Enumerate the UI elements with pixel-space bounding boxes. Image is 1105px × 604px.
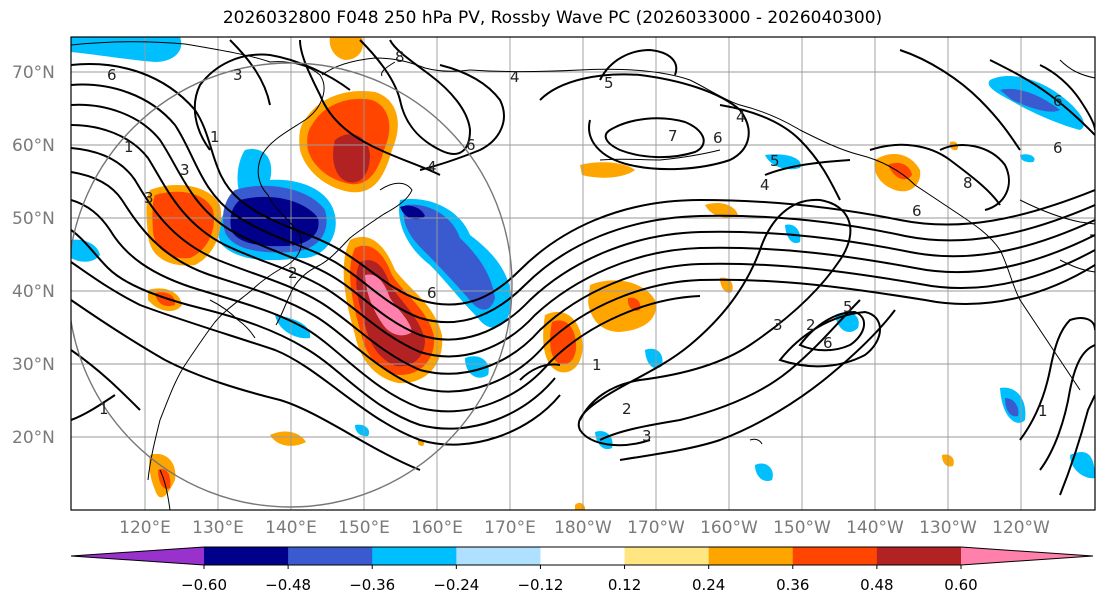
lon-label: 150°W <box>773 518 831 538</box>
contour-label: 3 <box>233 66 243 84</box>
colorbar-tick-label: −0.60 <box>181 576 227 594</box>
colorbar-segment <box>792 547 878 565</box>
contour-label: 1 <box>592 356 602 374</box>
lon-label: 120°W <box>992 518 1050 538</box>
lon-label: 140°W <box>846 518 904 538</box>
contour-label: 3 <box>144 189 154 207</box>
lon-label: 150°E <box>338 518 390 538</box>
latitude-axis: 70°N 60°N 50°N 40°N 30°N 20°N <box>12 63 55 448</box>
colorbar-tick-label: −0.12 <box>517 576 563 594</box>
pv-contours <box>71 39 1095 496</box>
longitude-axis: 120°E 130°E 140°E 150°E 160°E 170°E 180°… <box>119 518 1050 538</box>
colorbar-segment <box>456 547 541 565</box>
contour-label: 1 <box>99 400 109 418</box>
contour-label: 4 <box>736 108 746 126</box>
contour-label: 6 <box>107 66 117 84</box>
focus-circle <box>71 62 513 508</box>
contour-label: 5 <box>843 298 853 316</box>
contour-label: 6 <box>823 334 833 352</box>
contour-label: 2 <box>806 316 816 334</box>
contour-label: 6 <box>713 129 723 147</box>
colorbar-ticks: −0.60 −0.48 −0.36 −0.24 −0.12 0.12 0.24 … <box>181 576 978 594</box>
lat-label: 50°N <box>12 209 55 229</box>
colorbar-segment <box>540 547 626 565</box>
contour-label: 2 <box>288 264 298 282</box>
colorbar <box>70 546 1094 569</box>
contour-labels: 6 3 1 1 3 3 8 4 5 7 6 4 5 4 6 8 6 4 6 6 … <box>99 48 1063 445</box>
negative-anomaly-shading <box>71 37 1095 482</box>
coastlines <box>71 41 1095 510</box>
contour-label: 3 <box>773 316 783 334</box>
colorbar-tick-label: −0.24 <box>433 576 479 594</box>
contour-label: 3 <box>180 161 190 179</box>
lon-label: 120°E <box>119 518 171 538</box>
colorbar-tick-label: −0.48 <box>265 576 311 594</box>
colorbar-tick-label: 0.60 <box>944 576 977 594</box>
contour-label: 3 <box>642 427 652 445</box>
contour-label: 4 <box>760 176 770 194</box>
contour-label: 6 <box>912 202 922 220</box>
contour-label: 8 <box>963 174 973 192</box>
contour-label: 6 <box>466 136 476 154</box>
map-title: 2026032800 F048 250 hPa PV, Rossby Wave … <box>222 8 883 28</box>
contour-label: 5 <box>604 74 614 92</box>
colorbar-segment <box>961 547 1093 565</box>
colorbar-segment <box>876 547 962 565</box>
lat-label: 60°N <box>12 136 55 156</box>
colorbar-segment <box>372 547 457 565</box>
lat-label: 20°N <box>12 428 55 448</box>
contour-label: 4 <box>510 68 520 86</box>
contour-label: 6 <box>1053 139 1063 157</box>
positive-anomaly-shading <box>146 37 959 510</box>
lon-label: 160°W <box>700 518 758 538</box>
lon-label: 130°W <box>919 518 977 538</box>
contour-label: 6 <box>1053 92 1063 110</box>
contour-label: 8 <box>395 48 405 66</box>
lon-label: 180°W <box>554 518 612 538</box>
colorbar-tick-label: −0.36 <box>349 576 395 594</box>
contour-label: 7 <box>668 127 678 145</box>
colorbar-tick-label: 0.24 <box>692 576 725 594</box>
lon-label: 170°E <box>484 518 536 538</box>
colorbar-segment <box>624 547 710 565</box>
graticule <box>71 37 1095 510</box>
lon-label: 130°E <box>192 518 244 538</box>
lat-label: 30°N <box>12 355 55 375</box>
contour-label: 1 <box>1038 402 1048 420</box>
lon-label: 140°E <box>265 518 317 538</box>
colorbar-segment <box>71 547 204 565</box>
contour-label: 6 <box>427 284 437 302</box>
colorbar-segment <box>204 547 289 565</box>
plot-frame <box>70 36 1096 511</box>
contour-label: 1 <box>210 128 220 146</box>
colorbar-segment <box>288 547 373 565</box>
lon-label: 160°E <box>411 518 463 538</box>
colorbar-tick-label: 0.36 <box>776 576 809 594</box>
contour-label: 4 <box>427 158 437 176</box>
colorbar-segment <box>708 547 794 565</box>
colorbar-tick-label: 0.12 <box>608 576 641 594</box>
contour-label: 2 <box>622 400 632 418</box>
contour-label: 5 <box>770 152 780 170</box>
lon-label: 170°W <box>627 518 685 538</box>
lat-label: 70°N <box>12 63 55 83</box>
contour-label: 1 <box>124 138 134 156</box>
lat-label: 40°N <box>12 282 55 302</box>
colorbar-tick-label: 0.48 <box>860 576 893 594</box>
